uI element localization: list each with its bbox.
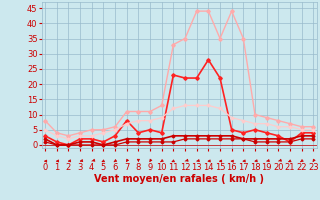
X-axis label: Vent moyen/en rafales ( km/h ): Vent moyen/en rafales ( km/h ) [94,174,264,184]
